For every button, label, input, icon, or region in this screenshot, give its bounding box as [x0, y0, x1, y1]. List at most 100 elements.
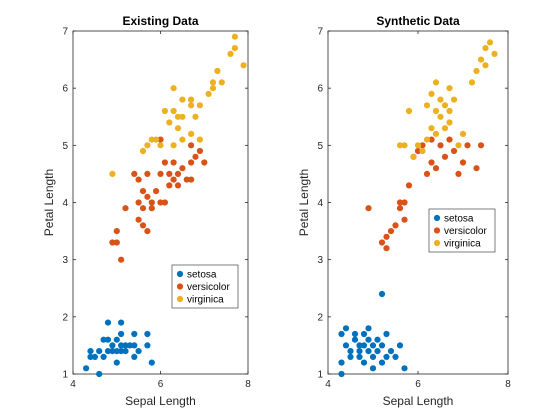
data-point [450, 147, 458, 155]
data-point [383, 330, 390, 338]
data-point [104, 348, 112, 355]
data-point [179, 113, 186, 120]
data-point [188, 96, 195, 103]
data-point [87, 353, 94, 360]
data-point [437, 113, 444, 120]
y-tick-label: 3 [317, 255, 323, 266]
data-point [183, 176, 190, 183]
data-point [144, 228, 151, 235]
data-point [387, 228, 395, 235]
y-tick-label: 5 [317, 141, 323, 152]
data-point [104, 336, 112, 343]
data-point [351, 330, 359, 338]
data-point [118, 319, 125, 326]
data-point [91, 353, 98, 360]
data-point [423, 136, 431, 143]
data-point [161, 159, 168, 166]
data-point [196, 136, 203, 143]
data-point [179, 136, 186, 143]
data-point [428, 90, 435, 97]
data-point [365, 348, 372, 355]
data-point [396, 199, 404, 206]
data-point [396, 205, 404, 212]
y-tick-label: 2 [317, 312, 323, 323]
y-tick-label: 6 [62, 84, 68, 95]
series-virginica [109, 33, 247, 177]
y-tick-label: 7 [317, 27, 323, 38]
series-setosa [338, 290, 408, 378]
data-point [113, 336, 120, 343]
data-point [338, 330, 345, 338]
data-point [383, 233, 390, 240]
data-point [139, 222, 147, 229]
data-point [157, 170, 164, 177]
legend-entry: virginica [444, 239, 481, 250]
data-point [188, 130, 195, 137]
data-point [201, 159, 208, 166]
data-point [450, 96, 458, 103]
data-point [396, 142, 404, 149]
data-point [139, 205, 147, 212]
data-point [459, 159, 467, 166]
data-point [100, 353, 107, 360]
data-point [148, 199, 155, 206]
data-point [369, 365, 377, 372]
data-point [118, 256, 125, 263]
data-point [365, 325, 372, 332]
x-tick-label: 4 [70, 379, 76, 390]
data-point [126, 342, 133, 349]
data-point [360, 342, 368, 349]
series-versicolor [109, 136, 208, 263]
data-point [135, 176, 142, 183]
data-point [113, 239, 120, 246]
data-point [205, 90, 212, 97]
data-point [383, 353, 390, 360]
data-point [144, 142, 151, 149]
data-point [113, 359, 120, 366]
legend-marker [433, 239, 441, 247]
data-point [396, 342, 404, 349]
data-point [356, 353, 363, 360]
data-point [122, 205, 129, 212]
data-point [378, 359, 386, 366]
y-tick-label: 3 [62, 255, 68, 266]
data-point [148, 359, 155, 366]
data-point [118, 348, 125, 355]
data-point [135, 199, 142, 206]
data-point [109, 348, 116, 355]
data-point [83, 365, 90, 372]
data-point [383, 245, 390, 252]
data-point [405, 182, 413, 189]
y-tick-label: 6 [317, 84, 323, 95]
data-point [414, 147, 422, 155]
data-point [347, 348, 354, 355]
data-point [192, 153, 199, 160]
data-point [148, 136, 155, 143]
legend-marker [433, 214, 441, 222]
data-point [369, 342, 377, 349]
data-point [432, 165, 440, 172]
data-point [192, 113, 199, 120]
data-point [428, 159, 435, 166]
data-point [459, 130, 467, 137]
data-point [365, 336, 372, 343]
x-axis-label: Sepal Length [383, 394, 454, 408]
data-point [135, 348, 142, 355]
data-point [218, 79, 225, 86]
data-point [166, 119, 173, 126]
data-point [170, 159, 177, 166]
data-point [414, 142, 422, 149]
data-point [491, 50, 498, 58]
data-point [468, 79, 476, 86]
data-point [131, 342, 138, 349]
data-point [174, 170, 182, 177]
data-point [387, 348, 395, 355]
data-point [338, 359, 345, 366]
legend-entry: setosa [444, 214, 474, 225]
data-point [365, 205, 372, 212]
x-tick-label: 8 [245, 379, 251, 390]
data-point [446, 85, 453, 92]
data-point [231, 33, 238, 40]
